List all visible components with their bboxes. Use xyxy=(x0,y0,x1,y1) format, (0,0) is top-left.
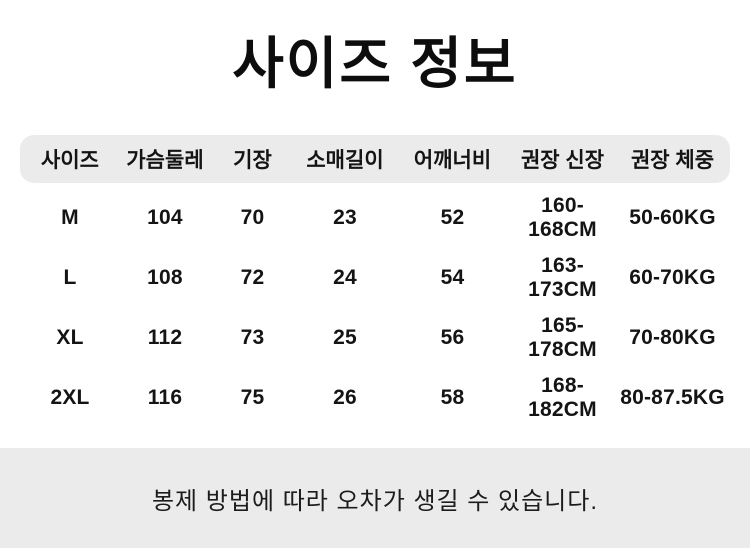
table-row-m: M 104 70 23 52 160-168CM 50-60KG xyxy=(20,188,730,248)
table-cell: 56 xyxy=(440,326,465,349)
table-row-xl: XL 112 73 25 56 165-178CM 70-80KG xyxy=(20,308,730,368)
note-banner: 봉제 방법에 따라 오차가 생길 수 있습니다. xyxy=(0,448,750,548)
size-table: 사이즈 가슴둘레 기장 소매길이 어깨너비 권장 신장 권장 체중 M 104 … xyxy=(20,135,730,428)
table-cell: 80-87.5KG xyxy=(620,386,725,409)
column-header-rec-height: 권장 신장 xyxy=(520,149,605,172)
table-row-2xl: 2XL 116 75 26 58 168-182CM 80-87.5KG xyxy=(20,368,730,428)
table-cell: M xyxy=(61,206,79,229)
table-cell: 52 xyxy=(440,206,465,229)
table-cell: 75 xyxy=(240,386,265,409)
sewing-tolerance-note: 봉제 방법에 따라 오차가 생길 수 있습니다. xyxy=(151,487,599,515)
table-cell: 60-70KG xyxy=(629,266,716,289)
table-cell: 70-80KG xyxy=(629,326,716,349)
column-header-rec-weight: 권장 체중 xyxy=(630,149,715,172)
table-cell: 54 xyxy=(440,266,465,289)
table-cell: 168-182CM xyxy=(528,374,597,421)
column-header-shoulder: 어깨너비 xyxy=(413,149,492,172)
table-row-l: L 108 72 24 54 163-173CM 60-70KG xyxy=(20,248,730,308)
table-cell: 116 xyxy=(147,386,183,409)
column-header-length: 기장 xyxy=(233,149,272,172)
table-cell: 160-168CM xyxy=(528,194,597,241)
column-header-sleeve: 소매길이 xyxy=(306,149,384,172)
table-cell: 2XL xyxy=(50,386,90,409)
table-cell: 72 xyxy=(240,266,265,289)
size-info-page: 사이즈 정보 사이즈 가슴둘레 기장 소매길이 어깨너비 권장 신장 권장 체중… xyxy=(0,32,750,548)
table-cell: 163-173CM xyxy=(528,254,597,301)
table-cell: 104 xyxy=(147,206,183,229)
table-cell: 70 xyxy=(240,206,265,229)
table-cell: 25 xyxy=(333,326,357,349)
table-cell: 26 xyxy=(333,386,357,409)
table-cell: 73 xyxy=(240,326,265,349)
table-cell: 108 xyxy=(147,266,183,289)
table-cell: L xyxy=(63,266,77,289)
table-cell: 23 xyxy=(333,206,357,229)
table-cell: 50-60KG xyxy=(629,206,716,229)
table-cell: 165-178CM xyxy=(528,314,597,361)
table-cell: 58 xyxy=(440,386,465,409)
table-cell: 24 xyxy=(333,266,357,289)
column-header-chest: 가슴둘레 xyxy=(126,149,204,172)
table-cell: XL xyxy=(56,326,84,349)
table-header-row: 사이즈 가슴둘레 기장 소매길이 어깨너비 권장 신장 권장 체중 xyxy=(20,135,730,183)
page-title: 사이즈 정보 xyxy=(232,32,518,95)
column-header-size: 사이즈 xyxy=(41,149,99,172)
table-body: M 104 70 23 52 160-168CM 50-60KG L 108 7… xyxy=(20,188,730,428)
table-cell: 112 xyxy=(147,326,183,349)
